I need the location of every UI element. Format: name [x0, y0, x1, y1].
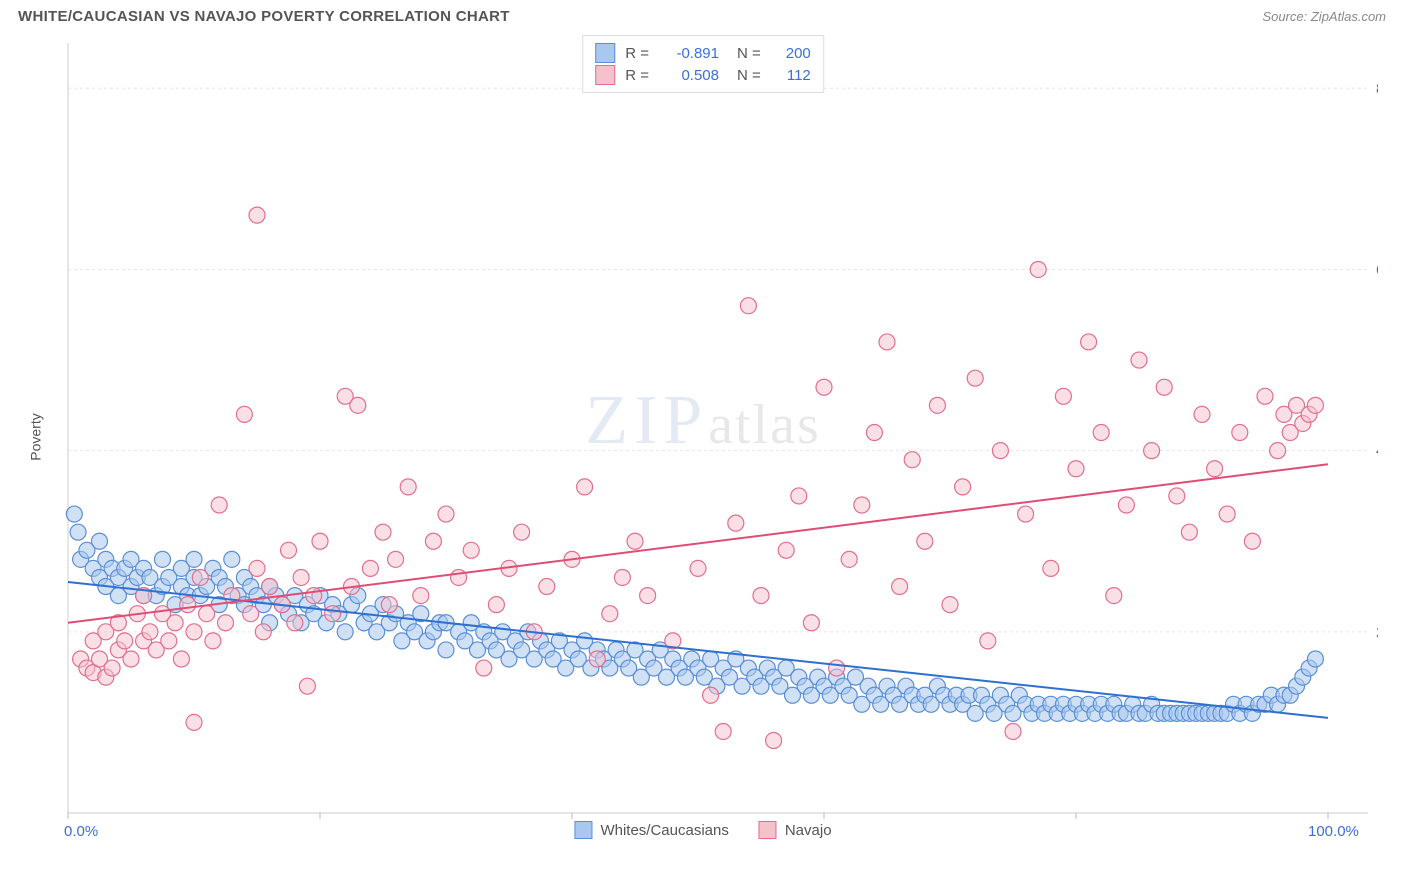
- legend-series-item: Whites/Caucasians: [574, 821, 728, 839]
- svg-text:20.0%: 20.0%: [1376, 624, 1378, 641]
- scatter-chart: 20.0% 40.0% 60.0% 80.0%: [58, 33, 1378, 841]
- legend-series-label: Navajo: [785, 822, 832, 839]
- chart-title: WHITE/CAUCASIAN VS NAVAJO POVERTY CORREL…: [18, 8, 510, 25]
- svg-text:60.0%: 60.0%: [1376, 261, 1378, 278]
- x-axis-min-label: 0.0%: [64, 823, 98, 840]
- legend-swatch: [574, 821, 592, 839]
- chart-container: Poverty ZIPatlas R =-0.891N =200R =0.508…: [18, 33, 1388, 841]
- x-axis-max-label: 100.0%: [1308, 823, 1359, 840]
- n-label: N =: [737, 45, 761, 62]
- legend-series: Whites/Caucasians Navajo: [574, 821, 831, 839]
- svg-text:80.0%: 80.0%: [1376, 80, 1378, 97]
- r-label: R =: [625, 45, 649, 62]
- legend-stats: R = -0.891 N = 200 R = 0.508 N = 112: [582, 35, 824, 93]
- legend-series-item: Navajo: [759, 821, 832, 839]
- n-value: 112: [771, 67, 811, 84]
- legend-swatch: [759, 821, 777, 839]
- legend-series-label: Whites/Caucasians: [600, 822, 728, 839]
- legend-stat-row: R = 0.508 N = 112: [595, 64, 811, 86]
- svg-text:40.0%: 40.0%: [1376, 443, 1378, 460]
- legend-stat-row: R = -0.891 N = 200: [595, 42, 811, 64]
- legend-swatch: [595, 43, 615, 63]
- legend-swatch: [595, 65, 615, 85]
- source-label: Source: ZipAtlas.com: [1262, 9, 1386, 24]
- r-label: R =: [625, 67, 649, 84]
- r-value: -0.891: [659, 45, 719, 62]
- n-label: N =: [737, 67, 761, 84]
- y-axis-label: Poverty: [28, 413, 44, 460]
- n-value: 200: [771, 45, 811, 62]
- r-value: 0.508: [659, 67, 719, 84]
